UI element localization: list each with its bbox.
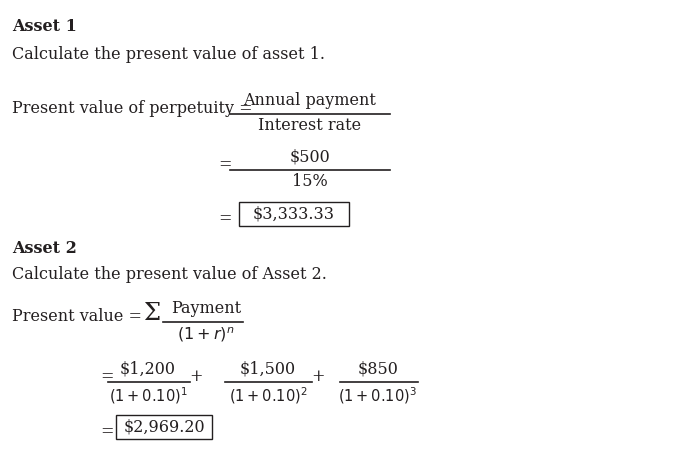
Bar (116, 415, 212, 439)
Text: $(1+0.10)^{3}$: $(1+0.10)^{3}$ (339, 385, 417, 406)
Text: $1,500: $1,500 (240, 360, 296, 377)
Text: =: = (100, 368, 113, 385)
Text: Annual payment: Annual payment (243, 92, 377, 109)
Text: Present value =: Present value = (12, 308, 142, 325)
Text: $(1+r)^{n}$: $(1+r)^{n}$ (178, 325, 235, 344)
Text: Payment: Payment (171, 300, 241, 317)
Text: Asset 1: Asset 1 (12, 18, 77, 35)
Text: =: = (218, 156, 231, 173)
Text: $(1+0.10)^{2}$: $(1+0.10)^{2}$ (229, 385, 307, 406)
Text: +: + (311, 368, 325, 385)
Bar (239, 202, 349, 226)
Text: Calculate the present value of Asset 2.: Calculate the present value of Asset 2. (12, 266, 327, 283)
Text: Present value of perpetuity =: Present value of perpetuity = (12, 100, 253, 117)
Text: Σ: Σ (144, 302, 160, 325)
Text: 15%: 15% (292, 173, 328, 190)
Text: Interest rate: Interest rate (258, 117, 361, 134)
Text: =: = (100, 423, 113, 440)
Text: $1,200: $1,200 (120, 360, 176, 377)
Text: =: = (218, 210, 231, 227)
Text: $500: $500 (290, 148, 330, 165)
Text: $850: $850 (357, 360, 399, 377)
Text: Asset 2: Asset 2 (12, 240, 77, 257)
Text: $2,969.20: $2,969.20 (123, 418, 205, 436)
Text: $3,333.33: $3,333.33 (253, 206, 335, 222)
Text: $(1+0.10)^{1}$: $(1+0.10)^{1}$ (108, 385, 187, 406)
Text: Calculate the present value of asset 1.: Calculate the present value of asset 1. (12, 46, 325, 63)
Text: +: + (189, 368, 202, 385)
